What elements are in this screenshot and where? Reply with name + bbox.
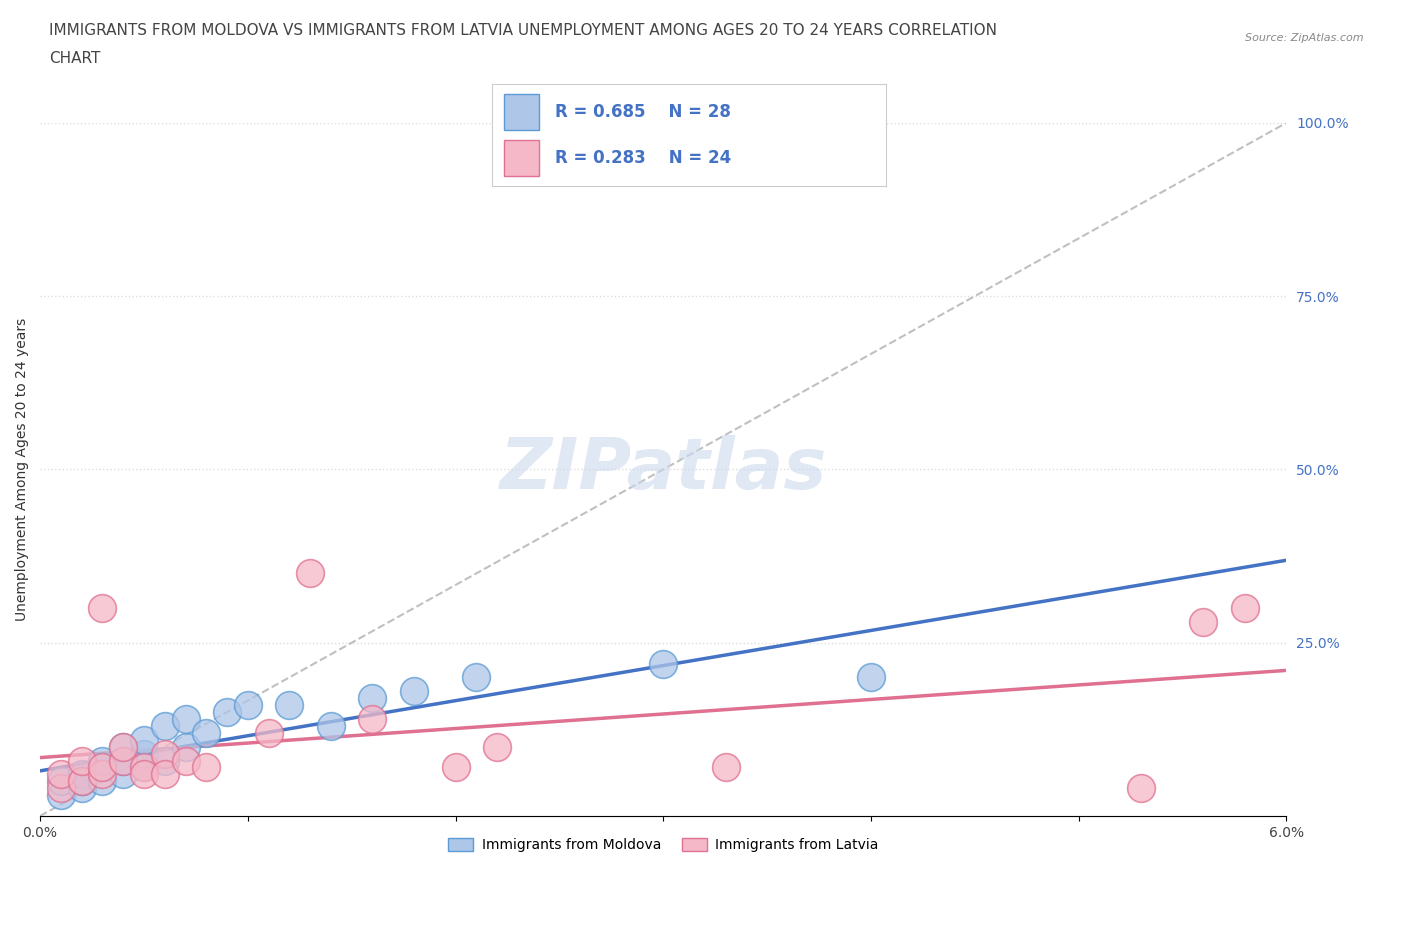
Point bbox=[49, 774, 72, 789]
Point bbox=[1192, 615, 1215, 630]
Point bbox=[174, 753, 197, 768]
Point bbox=[91, 767, 114, 782]
Point bbox=[402, 684, 425, 698]
Point bbox=[70, 774, 93, 789]
Point bbox=[70, 781, 93, 796]
Text: Source: ZipAtlas.com: Source: ZipAtlas.com bbox=[1246, 33, 1364, 43]
Point bbox=[70, 753, 93, 768]
Point bbox=[132, 760, 155, 775]
Point bbox=[112, 767, 135, 782]
Point bbox=[860, 670, 883, 684]
Legend: Immigrants from Moldova, Immigrants from Latvia: Immigrants from Moldova, Immigrants from… bbox=[443, 832, 884, 857]
Point bbox=[1233, 601, 1256, 616]
FancyBboxPatch shape bbox=[503, 140, 540, 176]
Point bbox=[361, 711, 384, 726]
Point bbox=[174, 711, 197, 726]
Point bbox=[132, 746, 155, 761]
Point bbox=[361, 691, 384, 706]
Point bbox=[70, 767, 93, 782]
Point bbox=[91, 753, 114, 768]
Point bbox=[91, 774, 114, 789]
Point bbox=[486, 739, 509, 754]
Point bbox=[91, 760, 114, 775]
Point bbox=[652, 656, 675, 671]
Point bbox=[132, 732, 155, 747]
Point bbox=[299, 566, 322, 581]
Text: CHART: CHART bbox=[49, 51, 101, 66]
Point bbox=[215, 705, 238, 720]
Point bbox=[195, 760, 218, 775]
Point bbox=[49, 767, 72, 782]
Point bbox=[132, 767, 155, 782]
Point bbox=[49, 788, 72, 803]
Point bbox=[319, 719, 342, 734]
Point bbox=[257, 725, 280, 740]
Point bbox=[112, 753, 135, 768]
Point bbox=[112, 739, 135, 754]
Point bbox=[153, 753, 176, 768]
FancyBboxPatch shape bbox=[503, 94, 540, 130]
Point bbox=[195, 725, 218, 740]
Point bbox=[70, 774, 93, 789]
Point bbox=[91, 601, 114, 616]
Point bbox=[153, 746, 176, 761]
Point bbox=[465, 670, 488, 684]
Point bbox=[132, 760, 155, 775]
Text: R = 0.283    N = 24: R = 0.283 N = 24 bbox=[555, 149, 731, 166]
Point bbox=[236, 698, 259, 712]
Point bbox=[49, 781, 72, 796]
Point bbox=[91, 760, 114, 775]
Point bbox=[278, 698, 301, 712]
Text: ZIPatlas: ZIPatlas bbox=[499, 435, 827, 504]
Y-axis label: Unemployment Among Ages 20 to 24 years: Unemployment Among Ages 20 to 24 years bbox=[15, 318, 30, 621]
Point bbox=[714, 760, 737, 775]
Text: IMMIGRANTS FROM MOLDOVA VS IMMIGRANTS FROM LATVIA UNEMPLOYMENT AMONG AGES 20 TO : IMMIGRANTS FROM MOLDOVA VS IMMIGRANTS FR… bbox=[49, 23, 997, 38]
Point bbox=[153, 719, 176, 734]
Point bbox=[112, 739, 135, 754]
Text: R = 0.685    N = 28: R = 0.685 N = 28 bbox=[555, 103, 731, 121]
Point bbox=[112, 753, 135, 768]
Point bbox=[1130, 781, 1153, 796]
Point bbox=[153, 767, 176, 782]
Point bbox=[174, 739, 197, 754]
Point bbox=[444, 760, 467, 775]
